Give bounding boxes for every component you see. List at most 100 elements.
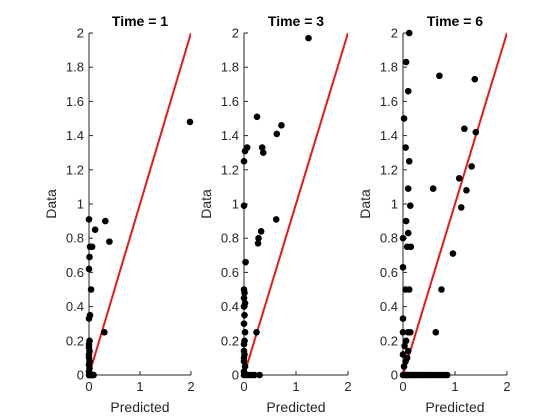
data-point	[260, 149, 267, 156]
data-point	[400, 264, 407, 271]
x-tick-label: 0	[399, 379, 406, 394]
y-tick-label: 2	[232, 26, 239, 41]
x-tick-label: 1	[292, 379, 299, 394]
y-tick-label: 2	[391, 26, 398, 41]
data-point	[403, 338, 410, 345]
data-point	[244, 144, 251, 151]
data-point	[463, 187, 470, 194]
y-tick-label: 1.2	[380, 162, 398, 177]
data-point	[241, 312, 248, 319]
data-point	[432, 329, 439, 336]
y-tick-label: 1.4	[66, 128, 84, 143]
data-point	[401, 115, 408, 122]
y-tick-label: 1.4	[221, 128, 239, 143]
data-point	[241, 286, 248, 293]
data-point	[405, 185, 412, 192]
y-tick-label: 0.8	[380, 231, 398, 246]
data-point	[406, 30, 413, 37]
data-point	[400, 235, 407, 242]
data-point	[456, 175, 463, 182]
data-point	[273, 216, 280, 223]
y-tick-label: 0.4	[66, 299, 84, 314]
data-point	[450, 250, 457, 257]
y-tick-label: 1.6	[66, 94, 84, 109]
panel-title: Time = 1	[112, 13, 168, 29]
data-point	[405, 230, 412, 237]
x-tick-label: 2	[503, 379, 510, 394]
y-axis-label: Data	[43, 189, 59, 219]
panel-title: Time = 3	[268, 13, 324, 29]
data-point	[473, 129, 480, 136]
y-tick-label: 0.8	[221, 231, 239, 246]
data-point	[241, 338, 248, 345]
data-point	[405, 88, 412, 95]
y-tick-label: 0.6	[66, 265, 84, 280]
data-point	[87, 312, 94, 319]
data-point	[403, 59, 410, 66]
y-tick-label: 1.6	[380, 94, 398, 109]
data-point	[407, 329, 414, 336]
y-axis-label: Data	[357, 189, 373, 219]
data-point	[403, 218, 410, 225]
data-point	[258, 228, 265, 235]
y-tick-label: 0.2	[380, 333, 398, 348]
data-point	[106, 238, 113, 245]
y-tick-label: 0	[391, 368, 398, 383]
y-tick-label: 0	[232, 368, 239, 383]
data-point	[242, 259, 249, 266]
data-point	[458, 204, 465, 211]
data-point	[406, 286, 413, 293]
x-tick-label: 2	[344, 379, 351, 394]
y-tick-label: 0.8	[66, 231, 84, 246]
data-point	[402, 144, 409, 151]
x-tick-label: 0	[85, 379, 92, 394]
y-tick-label: 1.6	[221, 94, 239, 109]
data-point	[102, 218, 109, 225]
y-tick-label: 1.8	[66, 60, 84, 75]
y-tick-label: 1.8	[380, 60, 398, 75]
data-point	[101, 329, 108, 336]
y-tick-label: 0.4	[380, 299, 398, 314]
data-point	[241, 348, 248, 355]
y-tick-label: 0.6	[380, 265, 398, 280]
data-point	[461, 125, 468, 132]
data-point	[88, 286, 95, 293]
data-point	[255, 240, 262, 247]
y-tick-label: 0.2	[221, 333, 239, 348]
x-axis-label: Predicted	[266, 399, 325, 415]
x-axis-label: Predicted	[425, 399, 484, 415]
x-tick-label: 2	[187, 379, 194, 394]
data-point	[253, 329, 260, 336]
data-point	[86, 254, 93, 261]
y-tick-label: 1.4	[380, 128, 398, 143]
data-point	[408, 243, 415, 250]
y-tick-label: 1	[232, 197, 239, 212]
data-point	[438, 286, 445, 293]
data-point	[86, 216, 93, 223]
x-axis-label: Predicted	[110, 399, 169, 415]
data-point	[241, 158, 248, 165]
data-point	[187, 119, 194, 126]
data-point	[407, 202, 414, 209]
y-tick-label: 1.2	[66, 162, 84, 177]
panel-title: Time = 6	[427, 13, 483, 29]
data-point	[86, 338, 93, 345]
y-tick-label: 0.2	[66, 333, 84, 348]
data-point	[256, 372, 263, 379]
data-point	[92, 226, 99, 233]
y-tick-label: 2	[77, 26, 84, 41]
data-point	[254, 113, 261, 120]
y-axis-label: Data	[198, 189, 214, 219]
y-tick-label: 1.2	[221, 162, 239, 177]
data-point	[430, 185, 437, 192]
data-point	[436, 72, 443, 79]
x-tick-label: 0	[240, 379, 247, 394]
data-point	[400, 315, 407, 322]
data-point	[241, 202, 248, 209]
y-tick-label: 1	[77, 197, 84, 212]
data-point	[241, 320, 248, 327]
data-point	[273, 131, 280, 138]
data-point	[406, 158, 413, 165]
